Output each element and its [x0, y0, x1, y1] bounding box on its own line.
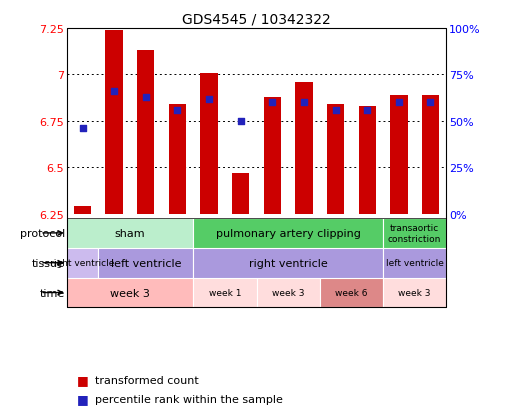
Text: left ventricle: left ventricle [386, 259, 444, 268]
Bar [264, 97, 281, 214]
Bar [201, 74, 218, 214]
Bar [169, 105, 186, 214]
Text: ■: ■ [77, 373, 89, 387]
Bar [98, 248, 193, 278]
Text: percentile rank within the sample: percentile rank within the sample [95, 394, 283, 404]
Text: sham: sham [114, 228, 145, 238]
Text: protocol: protocol [19, 228, 65, 238]
Text: ■: ■ [77, 392, 89, 405]
Point [300, 100, 308, 107]
Bar [193, 248, 383, 278]
Point [142, 94, 150, 101]
Point [426, 100, 435, 107]
Bar [359, 107, 376, 214]
Bar [193, 218, 383, 248]
Title: GDS4545 / 10342322: GDS4545 / 10342322 [182, 12, 331, 26]
Text: right ventricle: right ventricle [50, 259, 115, 268]
Bar [232, 173, 249, 214]
Text: time: time [40, 288, 65, 298]
Text: left ventricle: left ventricle [110, 258, 181, 268]
Bar [67, 218, 193, 248]
Bar [256, 278, 320, 308]
Text: tissue: tissue [32, 258, 65, 268]
Text: week 3: week 3 [272, 288, 304, 297]
Bar [390, 96, 407, 214]
Bar [327, 105, 344, 214]
Text: pulmonary artery clipping: pulmonary artery clipping [215, 228, 361, 238]
Bar [295, 83, 312, 214]
Point [173, 107, 182, 114]
Text: week 3: week 3 [399, 288, 431, 297]
Text: transformed count: transformed count [95, 375, 199, 385]
Point [363, 107, 371, 114]
Text: week 1: week 1 [209, 288, 241, 297]
Bar [137, 51, 154, 214]
Point [268, 100, 277, 107]
Text: right ventricle: right ventricle [249, 258, 327, 268]
Point [205, 96, 213, 103]
Bar [67, 248, 98, 278]
Bar [320, 278, 383, 308]
Text: transaortic
constriction: transaortic constriction [388, 224, 441, 243]
Bar [74, 207, 91, 214]
Bar [383, 218, 446, 248]
Bar [383, 248, 446, 278]
Point [78, 126, 87, 132]
Text: week 3: week 3 [110, 288, 150, 298]
Point [110, 89, 118, 95]
Bar [383, 278, 446, 308]
Bar [193, 278, 256, 308]
Text: week 6: week 6 [335, 288, 368, 297]
Bar [106, 31, 123, 214]
Point [394, 100, 403, 107]
Bar [67, 278, 193, 308]
Point [331, 107, 340, 114]
Bar [422, 96, 439, 214]
Point [236, 118, 245, 125]
